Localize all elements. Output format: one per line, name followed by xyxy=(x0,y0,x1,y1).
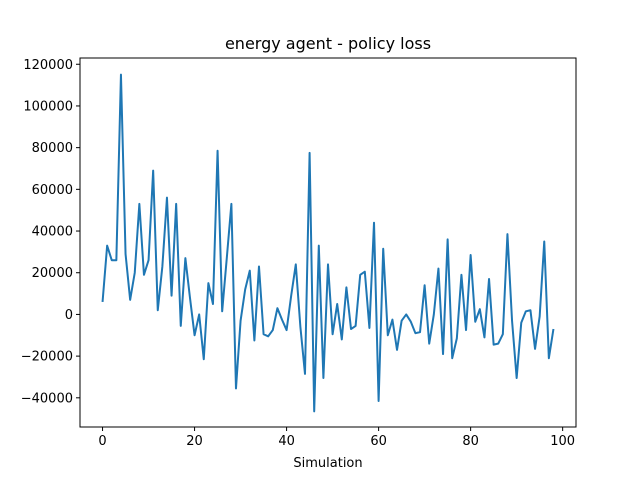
y-tick-label: −20000 xyxy=(21,350,73,365)
y-tick-label: 100000 xyxy=(23,99,73,114)
series-line xyxy=(101,73,555,413)
y-tick-label: 40000 xyxy=(32,225,73,240)
x-tick-label: 60 xyxy=(370,434,387,449)
y-tick-label: 60000 xyxy=(32,183,73,198)
chart-title: energy agent - policy loss xyxy=(225,34,431,53)
y-tick-label: −40000 xyxy=(21,391,73,406)
x-tick-label: 20 xyxy=(186,434,203,449)
y-tick-label: 0 xyxy=(65,308,73,323)
y-tick-label: 20000 xyxy=(32,266,73,281)
x-tick-label: 100 xyxy=(550,434,575,449)
x-tick-label: 0 xyxy=(98,434,106,449)
y-axis: −40000 −20000 0 20000 40000 60000 80000 100000 1… xyxy=(21,58,80,406)
y-tick-label: 80000 xyxy=(32,141,73,156)
x-axis-label: Simulation xyxy=(293,456,362,471)
x-tick-label: 80 xyxy=(462,434,479,449)
x-axis: 0 20 40 60 80 100 xyxy=(98,427,575,449)
plot-area xyxy=(79,57,577,428)
plot-frame xyxy=(79,57,577,428)
x-tick-label: 40 xyxy=(278,434,295,449)
y-tick-label: 120000 xyxy=(23,58,73,73)
